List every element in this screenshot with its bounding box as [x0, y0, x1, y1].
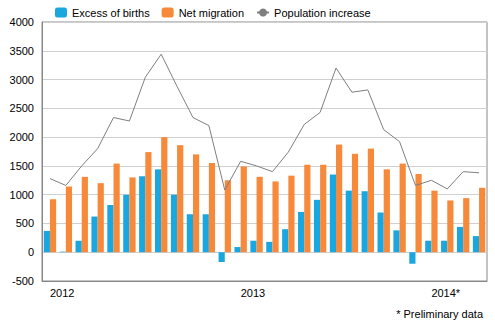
svg-text:500: 500	[16, 217, 34, 229]
svg-text:3500: 3500	[10, 45, 34, 57]
svg-text:2014*: 2014*	[431, 287, 460, 299]
svg-text:4000: 4000	[10, 16, 34, 28]
svg-text:1500: 1500	[10, 160, 34, 172]
svg-text:3000: 3000	[10, 74, 34, 86]
svg-text:2013: 2013	[241, 287, 265, 299]
svg-text:0: 0	[28, 246, 34, 258]
svg-text:-500: -500	[12, 275, 34, 287]
svg-text:Net migration: Net migration	[179, 7, 244, 19]
svg-text:1000: 1000	[10, 189, 34, 201]
svg-text:* Preliminary data: * Preliminary data	[396, 308, 484, 320]
svg-text:Population increase: Population increase	[274, 7, 371, 19]
svg-text:2000: 2000	[10, 131, 34, 143]
svg-text:Excess of births: Excess of births	[72, 7, 150, 19]
svg-text:2500: 2500	[10, 102, 34, 114]
svg-text:2012: 2012	[50, 287, 74, 299]
